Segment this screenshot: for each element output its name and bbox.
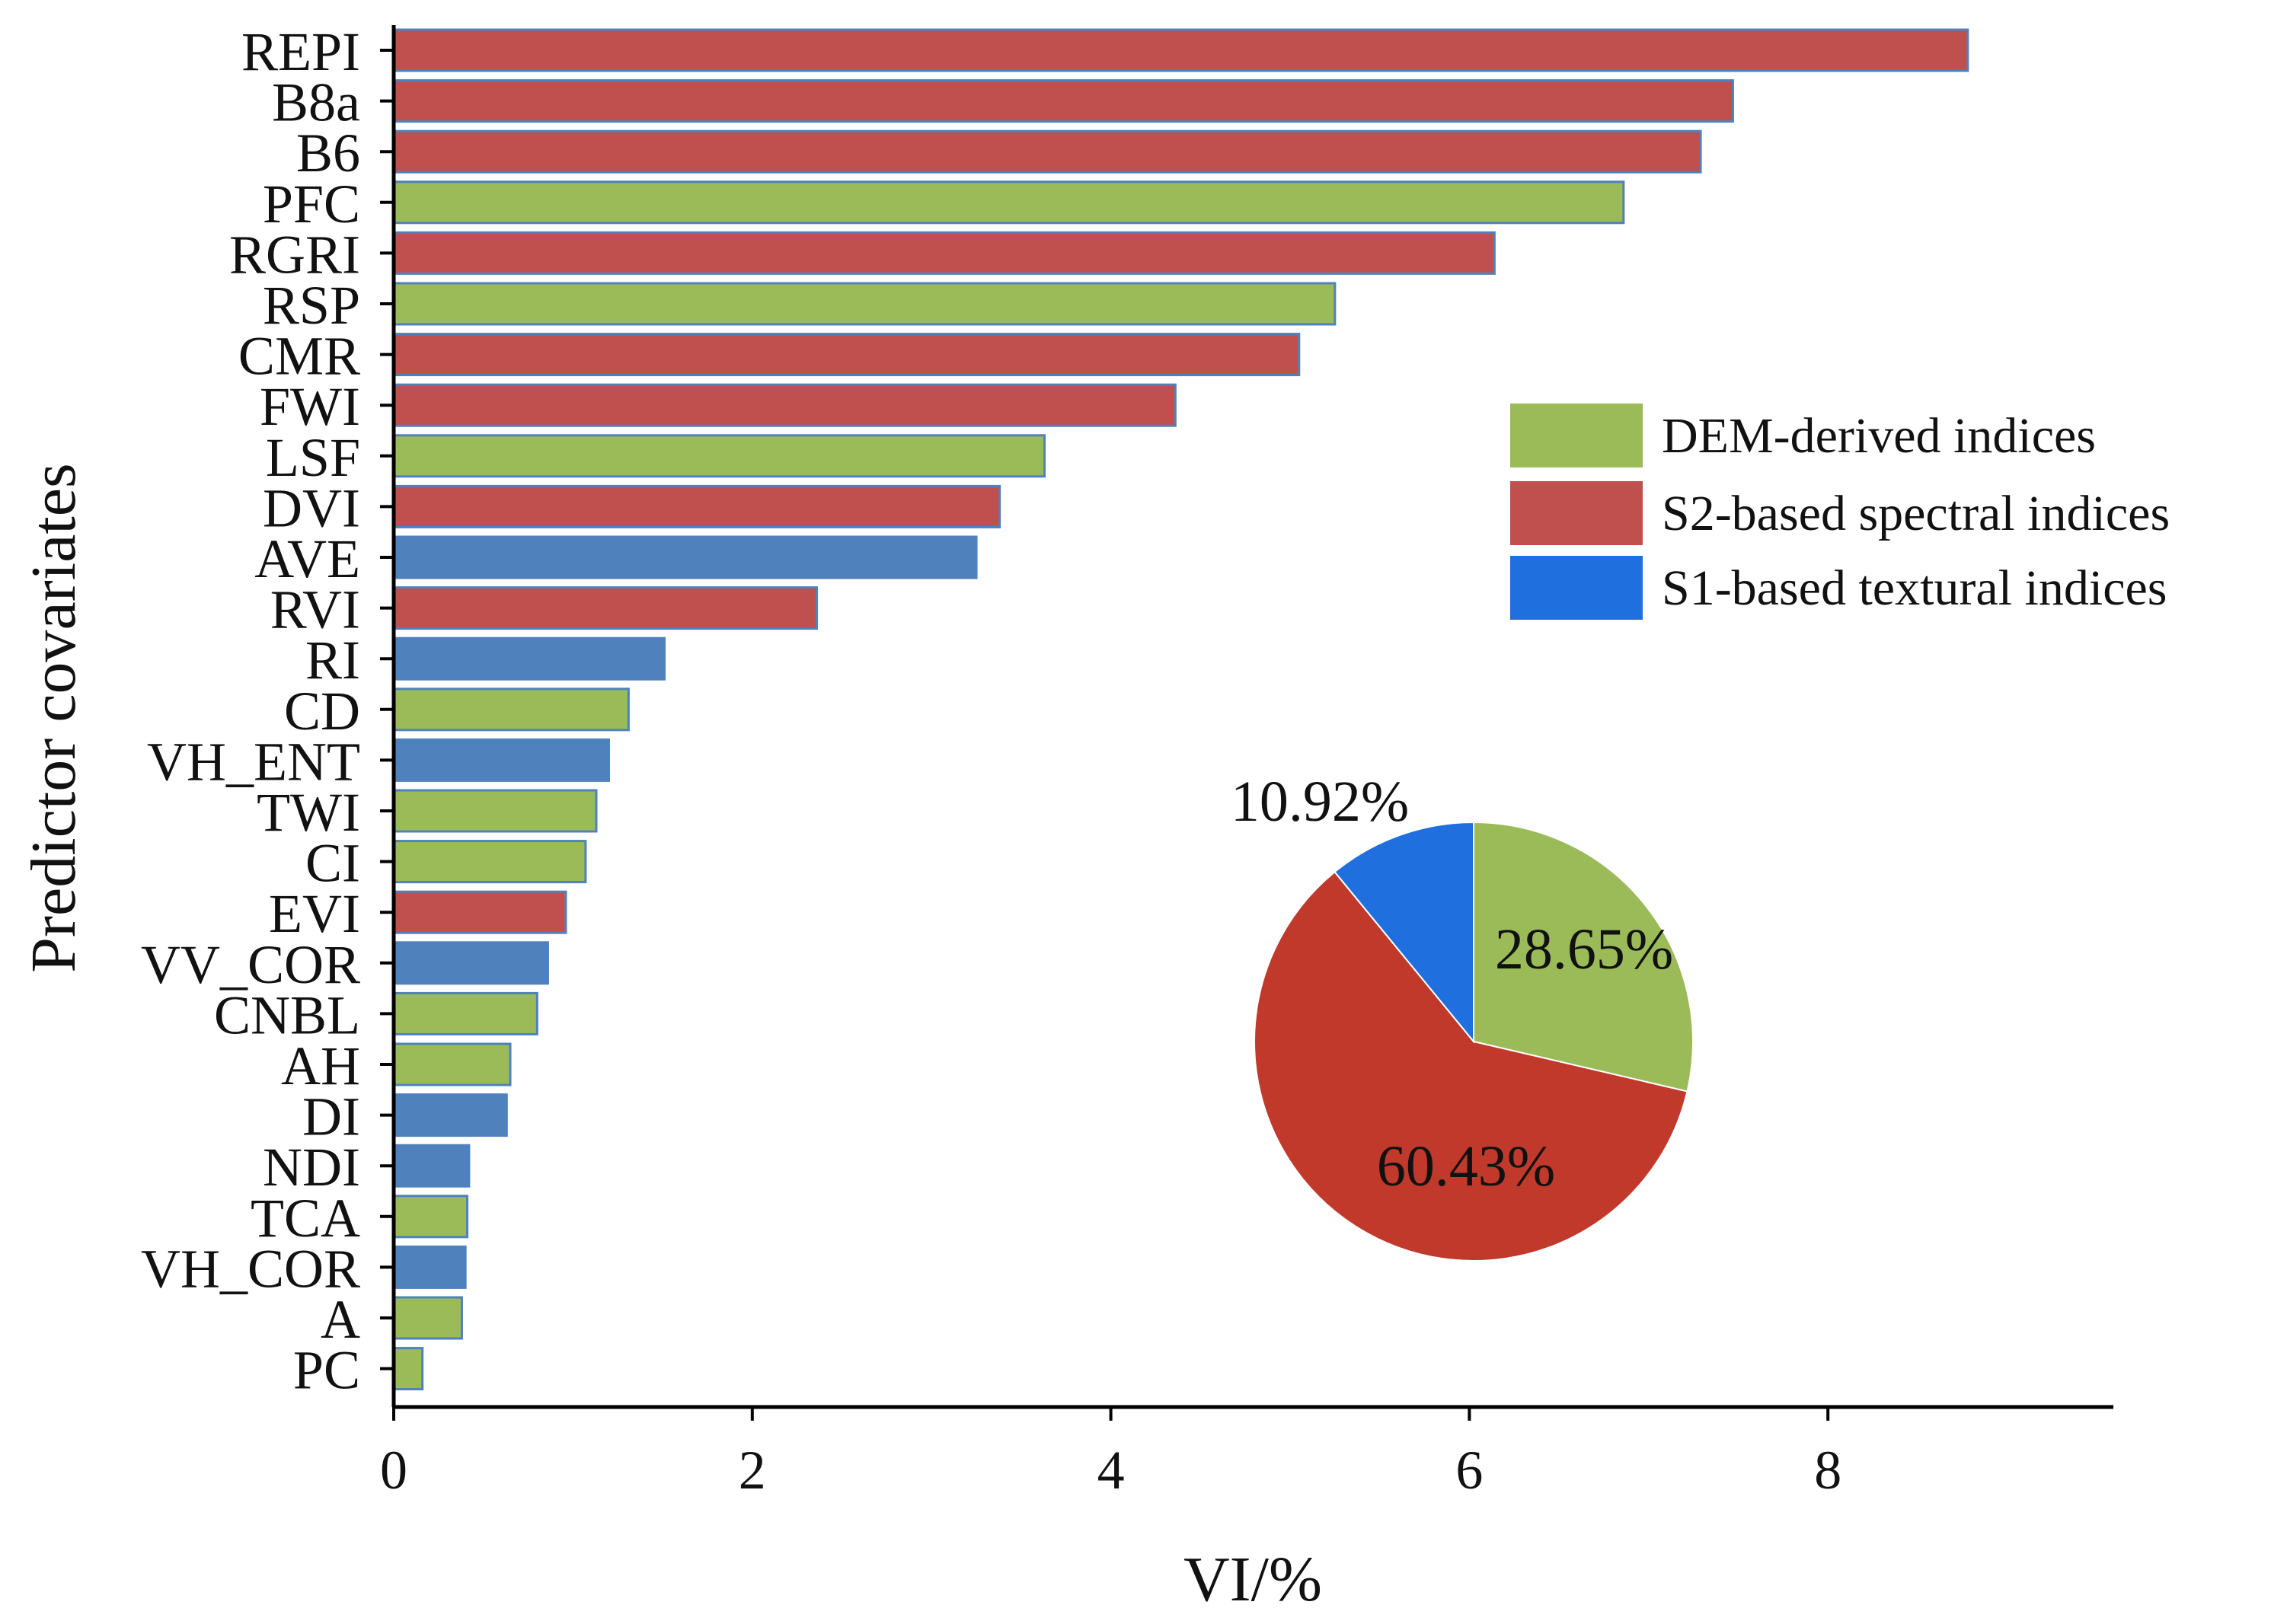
y-tick-label: AVE bbox=[254, 528, 360, 589]
bar-twi bbox=[392, 789, 598, 833]
y-tick-label: RGRI bbox=[229, 224, 360, 285]
y-tick-label: NDI bbox=[263, 1137, 360, 1198]
legend-label: DEM-derived indices bbox=[1662, 408, 2096, 464]
bar-cnbl bbox=[392, 991, 538, 1035]
bar-ave bbox=[392, 535, 978, 579]
y-tick-label: CI bbox=[305, 833, 360, 894]
pie-slice bbox=[1334, 821, 1474, 1044]
pie-chart-inset: 28.65% 60.43% 10.92% bbox=[1231, 770, 1694, 1262]
bar-repi bbox=[392, 28, 1969, 72]
y-tick-label: VH_COR bbox=[141, 1238, 360, 1299]
bar-vh-ent bbox=[392, 738, 610, 782]
bar-pfc bbox=[392, 180, 1625, 225]
x-ticks-layer: 0 2 4 6 8 bbox=[380, 1407, 1841, 1501]
y-tick-label: FWI bbox=[260, 376, 360, 437]
y-tick-label: LSF bbox=[266, 427, 360, 488]
y-tick-label: CMR bbox=[238, 326, 360, 387]
bar-vv-cor bbox=[392, 941, 549, 985]
y-tick-label: RVI bbox=[270, 579, 360, 640]
y-tick-label: REPI bbox=[241, 21, 360, 82]
pie-slice bbox=[1473, 821, 1694, 1093]
legend-swatch bbox=[1510, 481, 1643, 545]
pie-slice bbox=[1254, 870, 1688, 1262]
bar-rgri bbox=[392, 231, 1496, 275]
bar-ah bbox=[392, 1042, 512, 1086]
y-tick-label: A bbox=[321, 1289, 360, 1350]
y-tick-label: TCA bbox=[251, 1188, 360, 1249]
y-tick-label: TWI bbox=[257, 782, 360, 843]
bar-ri bbox=[392, 637, 666, 681]
y-tick-label: RSP bbox=[263, 275, 360, 336]
bar-cd bbox=[392, 688, 630, 732]
y-tick-label: VV_COR bbox=[141, 934, 360, 995]
x-axis-title: VI/% bbox=[1183, 1544, 1322, 1615]
y-tick-label: CNBL bbox=[214, 984, 360, 1045]
y-axis-title: Predictor covariates bbox=[18, 463, 89, 972]
bar-evi bbox=[392, 890, 567, 934]
pie-slice-label: 10.92% bbox=[1231, 770, 1409, 834]
bar-dvi bbox=[392, 484, 1001, 528]
y-ticks-layer: REPIB8aB6PFCRGRIRSPCMRFWILSFDVIAVERVIRIC… bbox=[141, 21, 394, 1401]
y-tick-label: PC bbox=[293, 1340, 360, 1401]
legend: DEM-derived indices S2-based spectral ind… bbox=[1510, 404, 2170, 620]
bar-lsf bbox=[392, 434, 1046, 478]
y-tick-label: CD bbox=[284, 681, 360, 742]
y-tick-label: PFC bbox=[263, 174, 360, 235]
bar-ci bbox=[392, 840, 587, 884]
bar-cmr bbox=[392, 333, 1301, 377]
bar-ndi bbox=[392, 1144, 471, 1188]
bar-rsp bbox=[392, 282, 1337, 326]
legend-label: S2-based spectral indices bbox=[1662, 486, 2170, 541]
y-tick-label: DVI bbox=[263, 477, 360, 538]
legend-swatch bbox=[1510, 404, 1643, 467]
pie-slice-label: 28.65% bbox=[1495, 917, 1673, 981]
bar-fwi bbox=[392, 383, 1177, 427]
bar-b8a bbox=[392, 79, 1734, 123]
y-tick-label: VH_ENT bbox=[147, 731, 360, 792]
x-tick-label: 6 bbox=[1455, 1440, 1483, 1501]
bar-rvi bbox=[392, 586, 819, 630]
legend-swatch bbox=[1510, 556, 1643, 620]
y-tick-label: EVI bbox=[269, 883, 360, 944]
bars-layer bbox=[392, 28, 1969, 1391]
bar-b6 bbox=[392, 129, 1702, 174]
x-tick-label: 8 bbox=[1814, 1440, 1841, 1501]
y-tick-label: RI bbox=[305, 630, 360, 691]
x-tick-label: 2 bbox=[739, 1440, 766, 1501]
bar-vh-cor bbox=[392, 1245, 467, 1289]
y-tick-label: B8a bbox=[272, 72, 360, 133]
bar-pc bbox=[392, 1347, 424, 1391]
x-tick-label: 0 bbox=[380, 1440, 407, 1501]
bar-di bbox=[392, 1093, 508, 1137]
y-tick-label: DI bbox=[302, 1086, 360, 1147]
y-tick-label: B6 bbox=[296, 123, 360, 183]
bar-tca bbox=[392, 1195, 469, 1239]
bar-a bbox=[392, 1296, 463, 1340]
y-tick-label: AH bbox=[281, 1035, 360, 1096]
legend-label: S1-based textural indices bbox=[1662, 560, 2167, 616]
x-tick-label: 4 bbox=[1097, 1440, 1125, 1501]
pie-slice-label: 60.43% bbox=[1377, 1134, 1555, 1198]
